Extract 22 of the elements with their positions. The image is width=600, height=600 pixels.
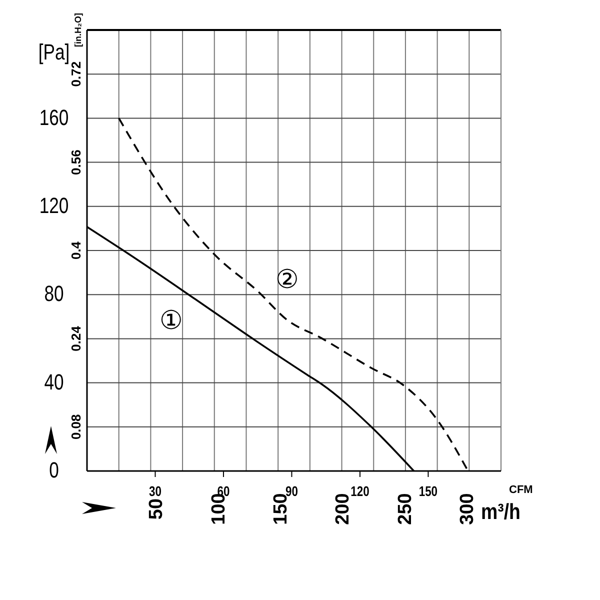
x2-axis-title: m³/h — [481, 500, 520, 524]
y-tick-label: 80 — [44, 282, 64, 307]
y-tick-label: 160 — [39, 106, 69, 130]
x2-tick-label: 50 — [146, 498, 168, 520]
y-tick-label: 120 — [39, 194, 69, 219]
x-tick-label: 150 — [418, 484, 438, 500]
y-tick-label: 40 — [44, 370, 64, 395]
x-tick-label: 30 — [149, 484, 162, 500]
x-tick-label: 120 — [350, 484, 370, 500]
y2-tick-label: 0.4 — [68, 240, 84, 260]
y2-tick-label: 0.72 — [68, 61, 84, 87]
y-axis-title: [Pa] — [38, 40, 70, 66]
y2-tick-label: 0.24 — [68, 325, 84, 352]
y2-tick-label: 0.56 — [68, 150, 84, 175]
y2-axis-title: [in.H₂O] — [73, 13, 83, 47]
series-label: ① — [160, 306, 183, 336]
y2-tick-label: 0.08 — [68, 414, 84, 440]
x2-tick-label: 300 — [457, 493, 478, 525]
x2-tick-label: 250 — [394, 493, 416, 525]
y-tick-label: 0 — [49, 458, 59, 484]
x-axis-title: CFM — [509, 484, 533, 496]
series-label: ② — [276, 264, 299, 295]
